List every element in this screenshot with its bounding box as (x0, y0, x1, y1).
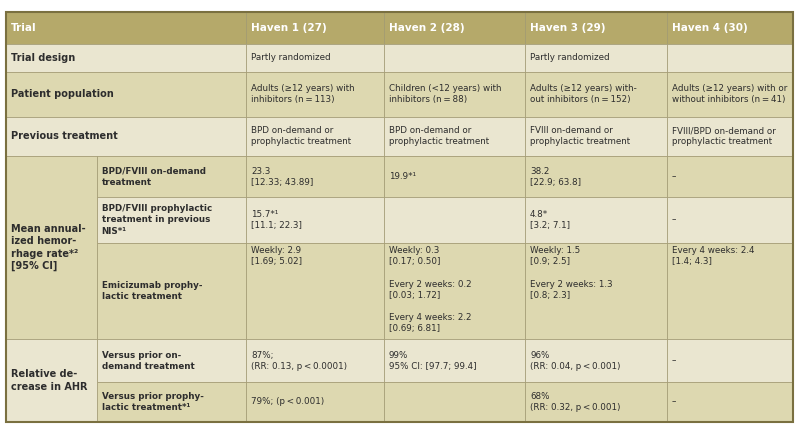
Text: Haven 4 (30): Haven 4 (30) (672, 23, 747, 33)
Text: Partly randomized: Partly randomized (251, 54, 331, 62)
Text: Haven 2 (28): Haven 2 (28) (388, 23, 464, 33)
Text: –: – (672, 397, 676, 406)
Text: –: – (672, 215, 676, 224)
Bar (667, 339, 793, 382)
Text: –: – (672, 356, 676, 365)
Text: 96%
(RR: 0.04, p < 0.001): 96% (RR: 0.04, p < 0.001) (530, 351, 621, 371)
Text: Mean annual-
ized hemor-
rhage rate*²
[95% CI]: Mean annual- ized hemor- rhage rate*² [9… (11, 224, 85, 271)
Text: Children (<12 years) with
inhibitors (n = 88): Children (<12 years) with inhibitors (n … (388, 84, 501, 105)
Text: Haven 3 (29): Haven 3 (29) (530, 23, 606, 33)
Bar (97, 156, 246, 198)
Text: 4.8*
[3.2; 7.1]: 4.8* [3.2; 7.1] (530, 210, 570, 230)
Text: BPD on-demand or
prophylactic treatment: BPD on-demand or prophylactic treatment (251, 126, 351, 147)
Text: 15.7*¹
[11.1; 22.3]: 15.7*¹ [11.1; 22.3] (251, 210, 302, 230)
Bar (97, 339, 246, 382)
Bar (525, 12, 667, 44)
Bar (6, 12, 246, 44)
Bar (384, 12, 525, 44)
Bar (246, 72, 384, 117)
Bar (525, 243, 667, 339)
Bar (384, 198, 525, 243)
Text: 19.9*¹: 19.9*¹ (388, 172, 415, 181)
Bar (525, 44, 667, 72)
Text: –: – (672, 172, 676, 181)
Bar (97, 243, 246, 339)
Bar (384, 44, 525, 72)
Bar (384, 382, 525, 422)
Bar (525, 117, 667, 156)
Text: Trial: Trial (11, 23, 37, 33)
Text: Adults (≥12 years) with
inhibitors (n = 113): Adults (≥12 years) with inhibitors (n = … (251, 84, 355, 105)
Bar (246, 44, 384, 72)
Text: 79%; (p < 0.001): 79%; (p < 0.001) (251, 397, 324, 406)
Bar (525, 72, 667, 117)
Bar (246, 243, 384, 339)
Text: Emicizumab prophy-
lactic treatment: Emicizumab prophy- lactic treatment (101, 281, 202, 301)
Bar (6, 117, 246, 156)
Bar (6, 339, 97, 422)
Bar (525, 198, 667, 243)
Text: Adults (≥12 years) with-
out inhibitors (n = 152): Adults (≥12 years) with- out inhibitors … (530, 84, 637, 105)
Text: 23.3
[12.33; 43.89]: 23.3 [12.33; 43.89] (251, 167, 313, 187)
Text: Versus prior on-
demand treatment: Versus prior on- demand treatment (101, 351, 194, 371)
Text: Previous treatment: Previous treatment (11, 131, 118, 142)
Bar (384, 339, 525, 382)
Text: Every 4 weeks: 2.4
[1.4; 4.3]: Every 4 weeks: 2.4 [1.4; 4.3] (672, 246, 754, 266)
Bar (384, 243, 525, 339)
Bar (384, 156, 525, 198)
Bar (246, 382, 384, 422)
Bar (667, 198, 793, 243)
Bar (667, 382, 793, 422)
Text: Partly randomized: Partly randomized (530, 54, 610, 62)
Text: Trial design: Trial design (11, 53, 75, 63)
Bar (246, 198, 384, 243)
Bar (6, 72, 246, 117)
Bar (246, 117, 384, 156)
Bar (525, 382, 667, 422)
Bar (525, 156, 667, 198)
Bar (246, 156, 384, 198)
Bar (6, 156, 97, 339)
Bar (525, 339, 667, 382)
Text: Adults (≥12 years) with or
without inhibitors (n = 41): Adults (≥12 years) with or without inhib… (672, 84, 787, 105)
Bar (667, 12, 793, 44)
Text: FVIII/BPD on-demand or
prophylactic treatment: FVIII/BPD on-demand or prophylactic trea… (672, 126, 776, 147)
Text: BPD on-demand or
prophylactic treatment: BPD on-demand or prophylactic treatment (388, 126, 489, 147)
Text: BPD/FVIII prophylactic
treatment in previous
NIS*¹: BPD/FVIII prophylactic treatment in prev… (101, 204, 212, 235)
Bar (667, 156, 793, 198)
Text: FVIII on-demand or
prophylactic treatment: FVIII on-demand or prophylactic treatmen… (530, 126, 630, 147)
Bar (246, 12, 384, 44)
Bar (667, 72, 793, 117)
Text: 38.2
[22.9; 63.8]: 38.2 [22.9; 63.8] (530, 167, 581, 187)
Bar (667, 44, 793, 72)
Text: Weekly: 2.9
[1.69; 5.02]: Weekly: 2.9 [1.69; 5.02] (251, 246, 302, 266)
Bar (384, 117, 525, 156)
Bar (6, 44, 246, 72)
Text: Weekly: 1.5
[0.9; 2.5]

Every 2 weeks: 1.3
[0.8; 2.3]: Weekly: 1.5 [0.9; 2.5] Every 2 weeks: 1.… (530, 246, 613, 300)
Bar (667, 117, 793, 156)
Text: 68%
(RR: 0.32, p < 0.001): 68% (RR: 0.32, p < 0.001) (530, 392, 621, 412)
Bar (384, 72, 525, 117)
Bar (246, 339, 384, 382)
Text: Haven 1 (27): Haven 1 (27) (251, 23, 327, 33)
Bar (97, 198, 246, 243)
Bar (97, 382, 246, 422)
Bar (667, 243, 793, 339)
Text: 87%;
(RR: 0.13, p < 0.0001): 87%; (RR: 0.13, p < 0.0001) (251, 351, 347, 371)
Text: BPD/FVIII on-demand
treatment: BPD/FVIII on-demand treatment (101, 167, 205, 187)
Text: Patient population: Patient population (11, 89, 114, 99)
Text: Weekly: 0.3
[0.17; 0.50]

Every 2 weeks: 0.2
[0.03; 1.72]

Every 4 weeks: 2.2
[0: Weekly: 0.3 [0.17; 0.50] Every 2 weeks: … (388, 246, 471, 333)
Text: Versus prior prophy-
lactic treatment*¹: Versus prior prophy- lactic treatment*¹ (101, 392, 204, 412)
Text: Relative de-
crease in AHR: Relative de- crease in AHR (11, 369, 88, 391)
Text: 99%
95% CI: [97.7; 99.4]: 99% 95% CI: [97.7; 99.4] (388, 351, 476, 371)
